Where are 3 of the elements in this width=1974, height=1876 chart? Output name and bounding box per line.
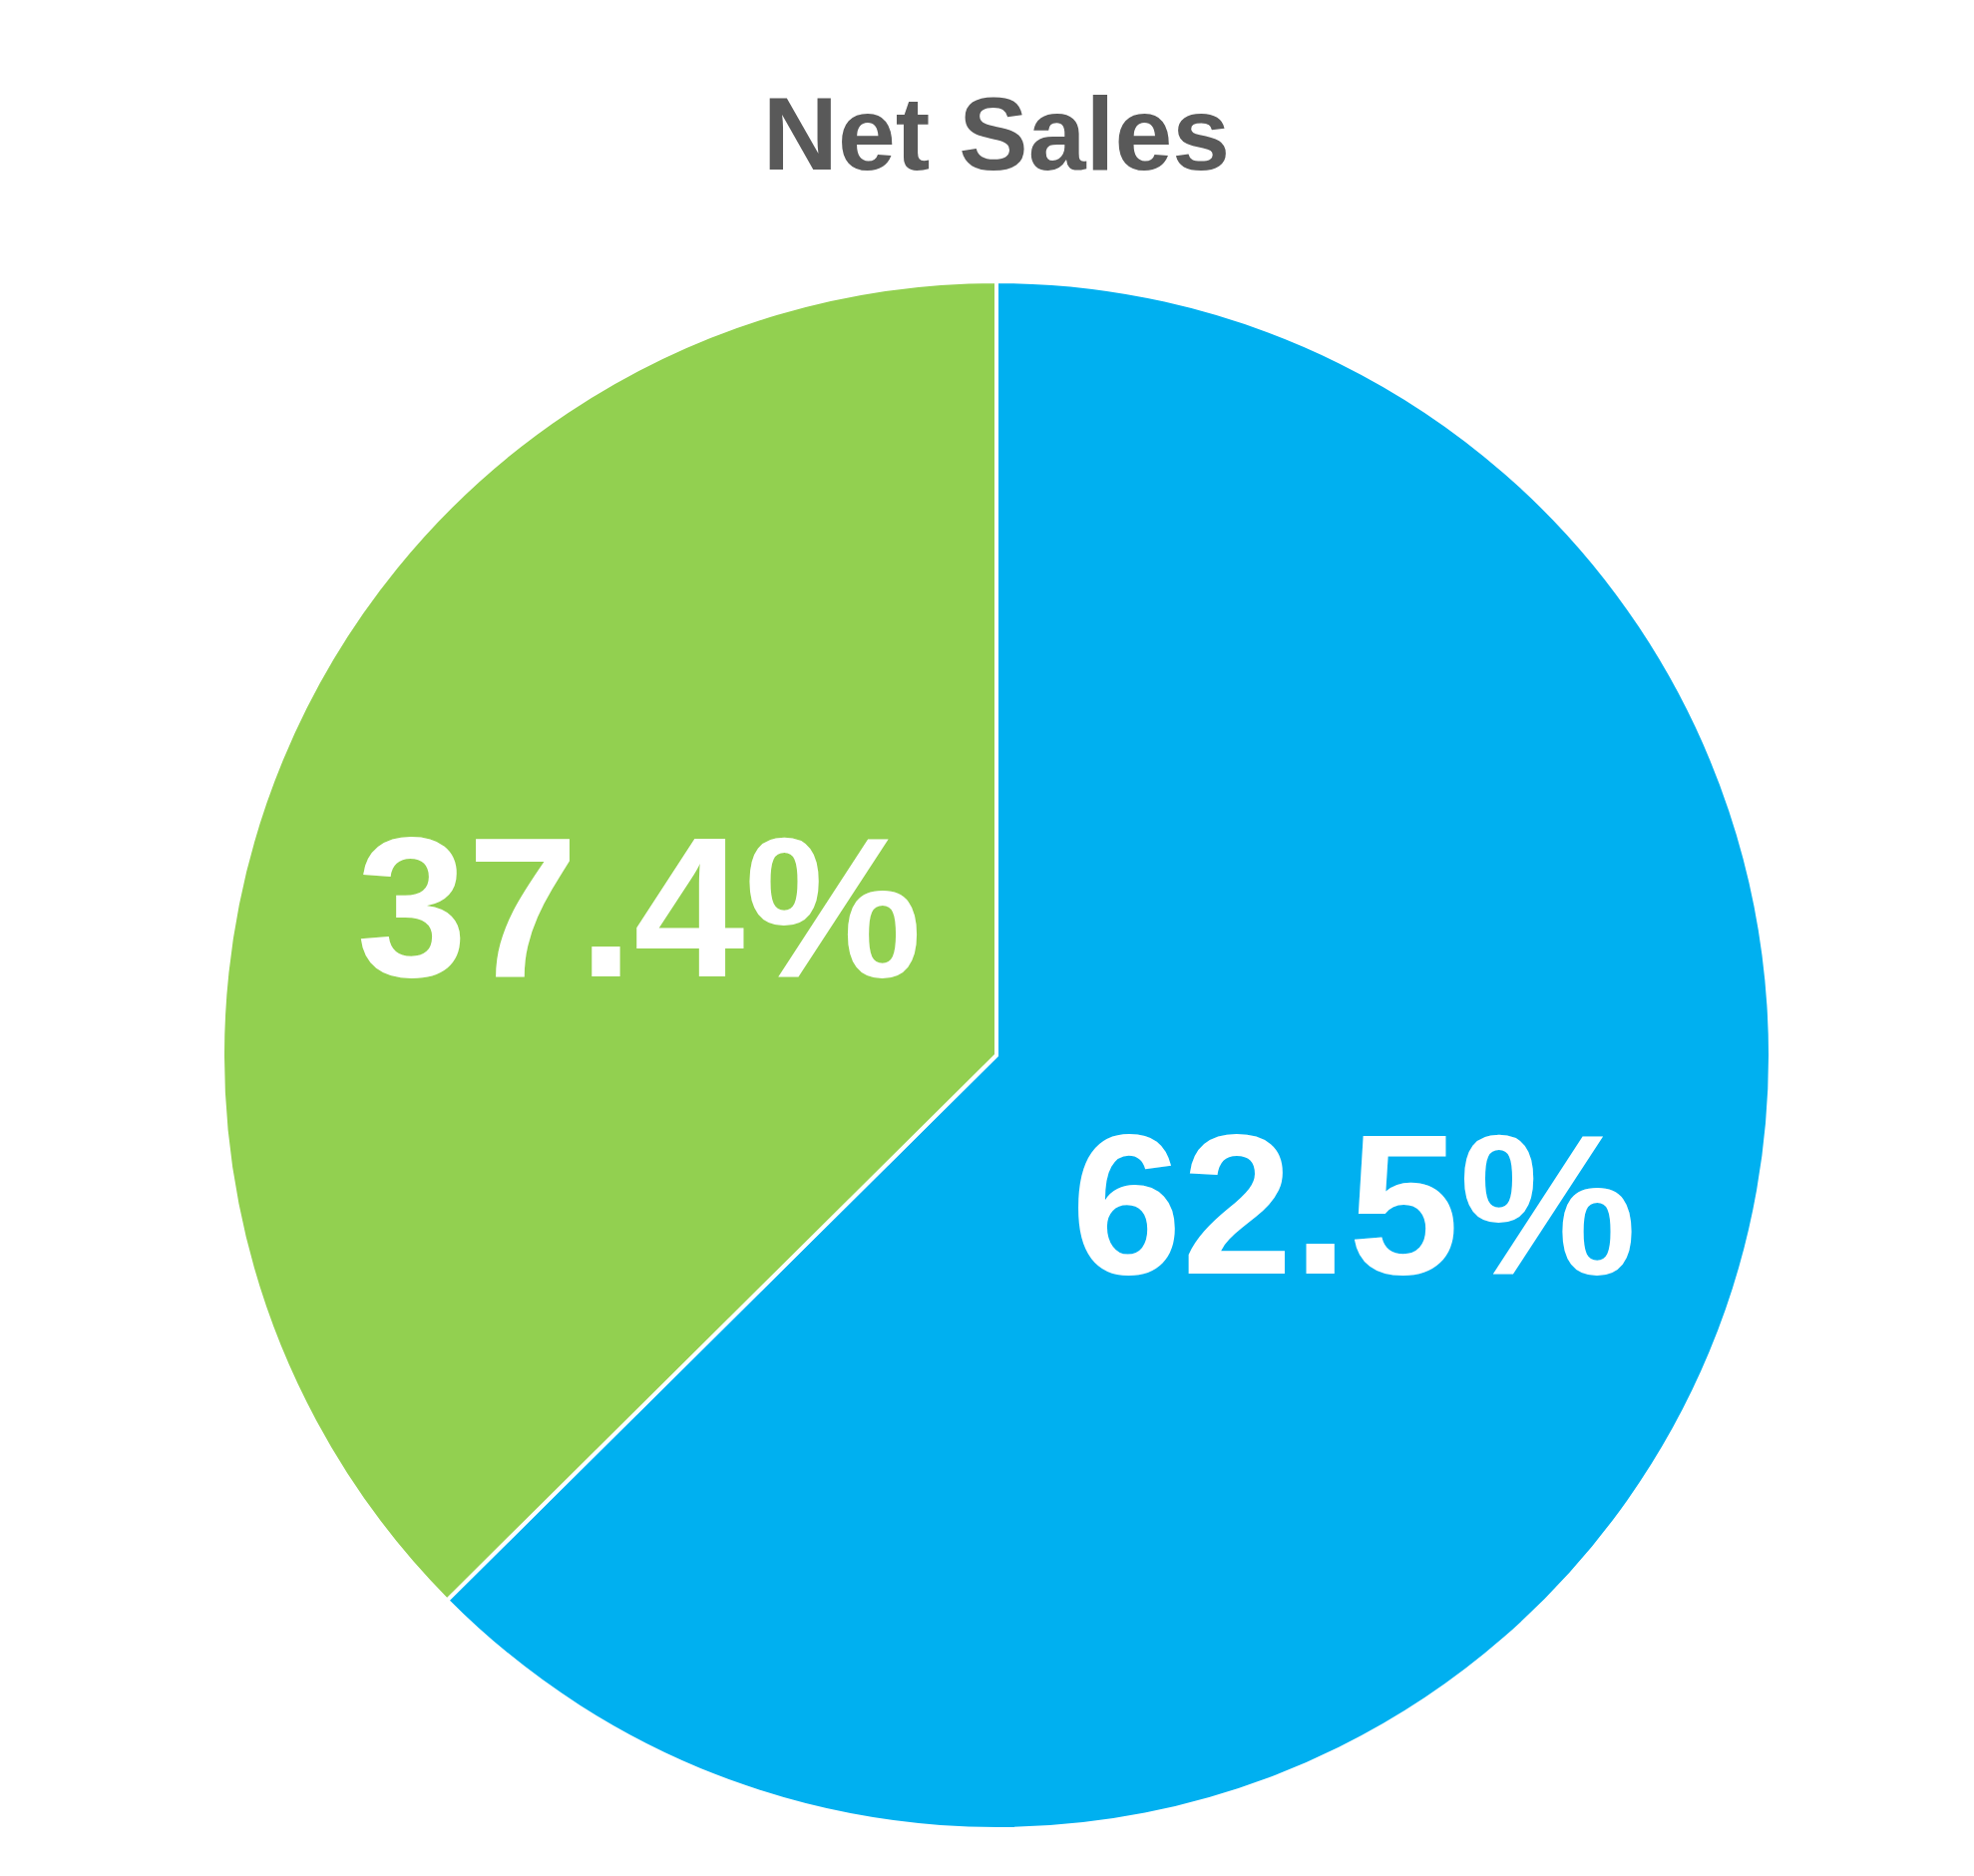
data-label: 37.4% — [356, 795, 923, 1018]
chart-title: Net Sales — [762, 76, 1231, 192]
data-label: 62.5% — [1070, 1093, 1637, 1316]
